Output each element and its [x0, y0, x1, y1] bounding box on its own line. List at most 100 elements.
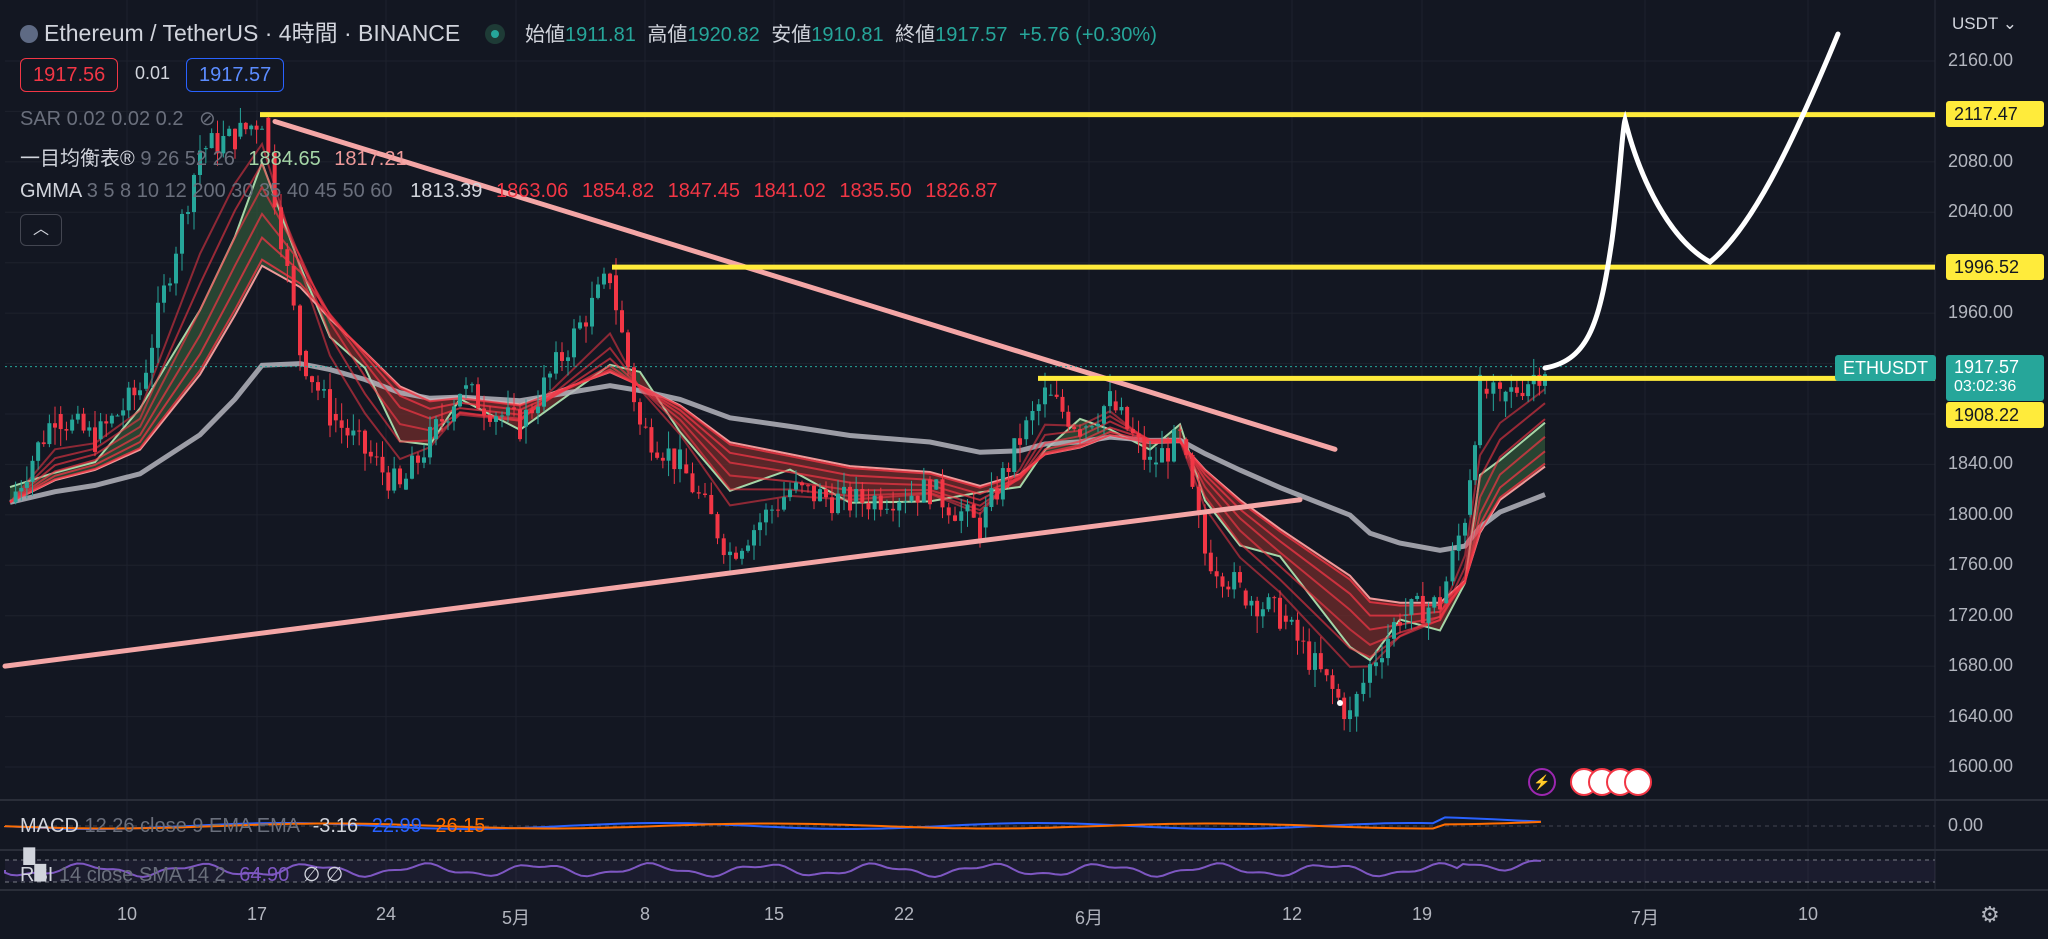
candle-body	[476, 384, 480, 409]
candle-body	[878, 495, 883, 510]
bar-countdown: 03:02:36	[1954, 378, 2017, 395]
candle-body	[794, 482, 798, 490]
open-label: 始値	[525, 24, 566, 46]
candle-body	[243, 122, 248, 130]
collapse-legend-button[interactable]: ︿	[20, 214, 62, 246]
registered-icon: ®	[120, 148, 135, 170]
candle-body	[227, 128, 232, 136]
candle-body	[368, 451, 373, 457]
candle-body	[1232, 572, 1237, 590]
close-label: 終値	[895, 24, 936, 46]
candle-body	[174, 253, 178, 284]
candle-body	[512, 407, 516, 410]
candle-body	[1398, 622, 1402, 626]
lightning-event-icon[interactable]: ⚡	[1528, 768, 1556, 796]
candle-body	[897, 502, 902, 511]
candle-body	[728, 551, 732, 556]
candle-body	[703, 493, 707, 495]
candle-body	[357, 430, 362, 432]
candle-body	[915, 495, 920, 503]
candle-body	[168, 283, 172, 286]
chevron-up-icon: ︿	[32, 221, 49, 238]
candle-body	[620, 310, 624, 333]
candle-body	[144, 372, 148, 389]
candle-body	[1330, 675, 1335, 689]
gmma-short-line	[9, 258, 1546, 607]
candle-body	[860, 488, 865, 503]
sar-params: SAR 0.02 0.02 0.2	[20, 108, 184, 130]
candle-body	[458, 393, 462, 407]
candle-body	[1289, 619, 1294, 622]
currency-selector[interactable]: USDT ⌄	[1952, 14, 2017, 34]
settings-gear-icon[interactable]: ⚙	[1980, 902, 2000, 927]
symbol-title[interactable]: Ethereum / TetherUS · 4時間 · BINANCE	[44, 20, 461, 46]
candle-body	[1468, 480, 1472, 515]
macd-params: 12 26 close 9 EMA EMA	[84, 815, 300, 837]
candle-body	[1368, 664, 1372, 683]
gmma-short-line	[9, 236, 1546, 617]
candle-body	[1301, 640, 1306, 642]
candle-body	[322, 389, 326, 391]
candle-body	[36, 442, 41, 461]
candle-body	[203, 148, 208, 150]
candle-body	[909, 495, 914, 502]
candle-body	[770, 509, 774, 511]
candle-body	[291, 265, 296, 306]
candle-body	[1130, 428, 1135, 434]
ichimoku-cloud-segment	[365, 352, 400, 442]
candle-body	[983, 507, 988, 528]
candle-body	[1450, 550, 1455, 582]
candle-body	[1214, 571, 1219, 577]
candle-body	[238, 122, 243, 137]
chevron-down-icon: ⌄	[2002, 14, 2017, 33]
rsi-name: RSI	[20, 864, 54, 886]
candle-body	[19, 487, 24, 492]
candle-body	[410, 455, 414, 479]
macd-line	[4, 816, 1542, 830]
price-tick-label: 1600.00	[1948, 756, 2014, 776]
candle-body	[422, 457, 426, 463]
candle-body	[138, 390, 142, 396]
candle-body	[198, 150, 202, 175]
candle-body	[1491, 382, 1496, 394]
time-tick-label: 10	[116, 904, 138, 924]
buy-button[interactable]: 1917.57	[186, 58, 285, 92]
candle-body	[542, 377, 546, 407]
candle-body	[1313, 653, 1317, 670]
sell-button[interactable]: 1917.56	[20, 58, 119, 92]
eye-hidden-icon[interactable]: ⊘	[199, 108, 216, 130]
time-tick-label: 10	[1797, 904, 1819, 924]
candle-body	[978, 517, 982, 539]
gmma-indicator-label[interactable]: GMMA 3 5 8 10 12 200 30 35 40 45 50 60 1…	[20, 180, 998, 203]
candle-body	[1432, 597, 1437, 608]
candle-body	[1184, 439, 1189, 455]
candle-body	[649, 427, 654, 453]
us-flag-event-icon[interactable]	[1624, 768, 1652, 796]
candle-body	[536, 406, 540, 414]
candle-body	[666, 448, 671, 461]
candle-body	[339, 420, 344, 428]
candle-body	[1348, 710, 1352, 720]
candle-body	[1203, 513, 1207, 554]
candle-body	[363, 430, 367, 454]
candle-body	[1266, 597, 1271, 610]
rsi-indicator-label[interactable]: RSI 14 close SMA 14 2 64.90 ∅ ∅	[20, 862, 343, 887]
candle-body	[764, 509, 768, 523]
macd-indicator-label[interactable]: MACD 12 26 close 9 EMA EMA -3.16 22.99 2…	[20, 815, 485, 838]
candle-body	[81, 413, 86, 431]
low-label: 安値	[771, 24, 812, 46]
candle-body	[758, 522, 762, 531]
sar-indicator-label[interactable]: SAR 0.02 0.02 0.2 ⊘	[20, 106, 216, 131]
candle-body	[578, 322, 582, 329]
candle-body	[1142, 437, 1147, 460]
candle-body	[298, 305, 302, 356]
rsi-value: 64.90	[239, 864, 290, 886]
ichimoku-indicator-label[interactable]: 一目均衡表® 9 26 52 26 1884.65 1817.21	[20, 142, 407, 171]
candle-body	[1484, 388, 1489, 394]
candle-body	[1438, 597, 1442, 610]
candle-body	[884, 508, 889, 510]
candle-body	[953, 515, 957, 521]
candle-body	[1336, 688, 1341, 698]
candle-body	[126, 387, 131, 411]
